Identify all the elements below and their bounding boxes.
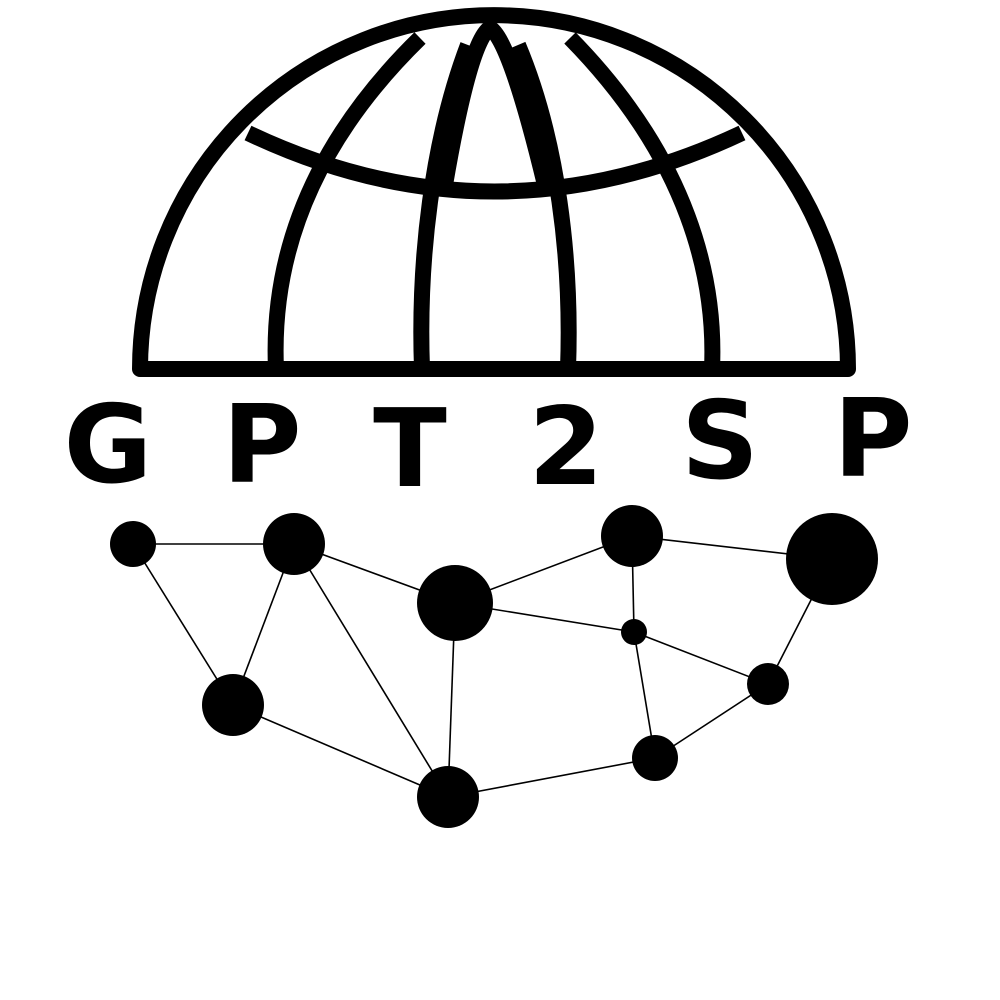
logo-letter: T [373,387,447,512]
network-edge [447,757,656,798]
globe-meridian [510,41,577,370]
network-edge [633,631,769,685]
network-edge [132,543,234,706]
network-node [601,505,663,567]
globe-meridian [437,20,553,187]
network-node [417,766,479,828]
network-node [202,674,264,736]
globe-icon [132,7,856,377]
network-node [786,513,878,605]
network-edges [132,535,833,798]
network-node [747,663,789,705]
network-edge [232,704,449,798]
globe-latitude [244,125,746,200]
network-node [110,521,156,567]
globe-outline [132,7,856,377]
network-node [263,513,325,575]
network-edge [293,543,449,798]
logo-letter: G [64,383,153,508]
logo-letter: 2 [528,385,603,510]
network-nodes [110,505,878,828]
logo-letter: P [222,383,301,508]
globe-meridian [564,32,721,370]
logo-letter: P [833,377,912,502]
network-node [417,565,493,641]
network-node [621,619,647,645]
logo-letter: S [681,379,759,504]
globe-meridian [413,42,476,370]
network-graph [110,505,878,828]
network-node [632,735,678,781]
globe-meridian [267,32,426,370]
logo-wordmark: G P T 2 S P [64,377,913,512]
